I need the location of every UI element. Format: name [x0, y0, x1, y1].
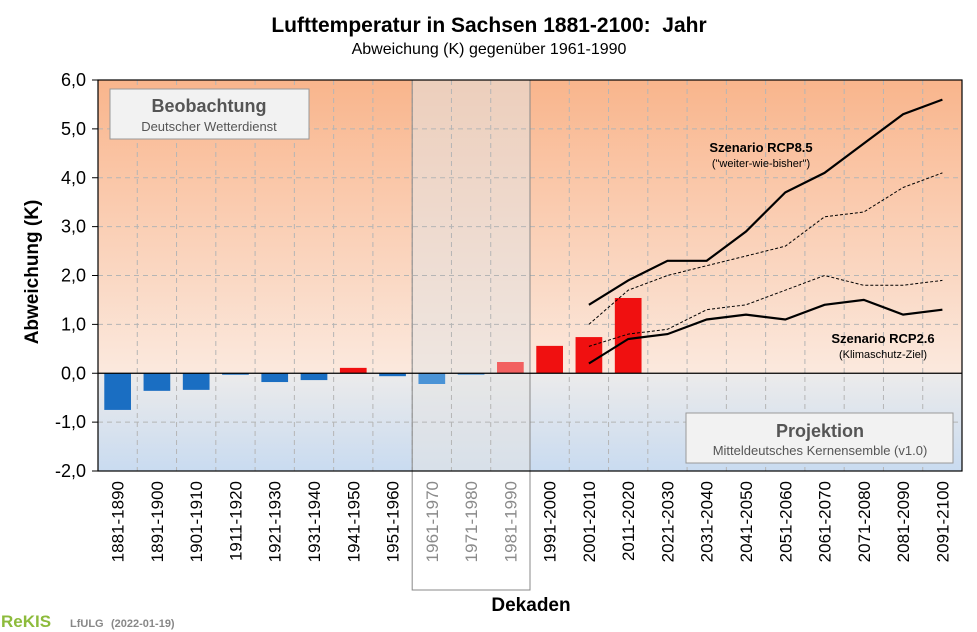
x-tick-label: 1921-1930: [266, 481, 285, 562]
y-tick-label: 5,0: [61, 119, 86, 139]
x-tick-label: 1901-1910: [187, 481, 206, 562]
footer-date: (2022-01-19): [111, 618, 175, 630]
x-tick-label: 1991-2000: [541, 481, 560, 562]
observation-bar: [379, 373, 406, 377]
x-tick-label: 2081-2090: [894, 481, 913, 562]
observation-bar: [418, 373, 446, 385]
x-axis-label: Dekaden: [491, 595, 570, 616]
x-tick-label: 1881-1890: [109, 481, 128, 562]
rekis-logo: ReKIS: [1, 612, 51, 631]
y-tick-label: -2,0: [55, 461, 86, 481]
y-tick-label: 6,0: [61, 70, 86, 90]
rcp85-label: Szenario RCP8.5: [709, 140, 812, 155]
x-tick-label: 2031-2040: [698, 481, 717, 562]
x-tick-label: 2061-2070: [816, 481, 835, 562]
y-tick-label: 4,0: [61, 168, 86, 188]
observation-bar: [497, 362, 524, 374]
projection-box: Projektion Mitteldeutsches Kernensemble …: [685, 412, 954, 464]
x-tick-label: 2041-2050: [737, 481, 756, 562]
observation-bar: [104, 373, 131, 410]
rcp26-sublabel: (Klimaschutz-Ziel): [839, 349, 927, 361]
observation-bar: [457, 373, 485, 375]
y-tick-label: 2,0: [61, 266, 86, 286]
observation-box-title: Beobachtung: [152, 96, 267, 116]
x-tick-label: 1971-1980: [462, 481, 481, 562]
y-axis-label: Abweichung (K): [22, 200, 43, 345]
chart-title: Lufttemperatur in Sachsen 1881-2100: Jah…: [271, 14, 706, 37]
observation-bar: [222, 373, 249, 375]
y-tick-label: 1,0: [61, 314, 86, 334]
x-tick-label: 2021-2030: [659, 481, 678, 562]
x-tick-label: 2091-2100: [933, 481, 952, 562]
observation-bar: [300, 373, 328, 381]
footer-org: LfULG: [70, 618, 104, 630]
observation-bar: [339, 367, 367, 374]
x-tick-label: 1891-1900: [148, 481, 167, 562]
observation-bars: [104, 297, 642, 410]
observation-bar: [261, 373, 289, 383]
chart-subtitle: Abweichung (K) gegenüber 1961-1990: [352, 41, 627, 58]
projection-box-title: Projektion: [776, 421, 864, 441]
projection-lines: [588, 98, 943, 365]
y-tick-label: -1,0: [55, 412, 86, 432]
rcp26-label: Szenario RCP2.6: [831, 331, 934, 346]
x-tick-label: 2071-2080: [855, 481, 874, 562]
x-tick-label: 2001-2010: [580, 481, 599, 562]
x-tick-label: 1981-1990: [501, 481, 520, 562]
y-tick-label: 0,0: [61, 363, 86, 383]
projection-box-source: Mitteldeutsches Kernensemble (v1.0): [713, 443, 928, 458]
x-tick-label: 2051-2060: [776, 481, 795, 562]
observation-box: Beobachtung Deutscher Wetterdienst: [109, 88, 310, 140]
observation-bar: [614, 297, 642, 374]
projection-line-0: [588, 98, 943, 306]
observation-bar: [575, 337, 603, 374]
observation-bar: [182, 373, 210, 390]
x-axis-ticks: 1881-1890 1891-1900 1901-1910 1911-1920 1921…: [109, 481, 953, 562]
projection-line-2: [588, 274, 943, 347]
x-tick-label: 1941-1950: [344, 481, 363, 562]
rcp85-sublabel: ("weiter-wie-bisher"): [712, 158, 810, 170]
x-tick-label: 2011-2020: [619, 481, 638, 561]
x-tick-label: 1951-1960: [384, 481, 403, 562]
y-axis-ticks: -2,0 -1,0 0,0 1,0 2,0 3,0 4,0 5,0 6,0: [55, 70, 98, 481]
x-tick-label: 1961-1970: [423, 481, 442, 562]
y-tick-label: 3,0: [61, 217, 86, 237]
projection-line-3: [588, 298, 943, 365]
observation-bar: [536, 345, 563, 374]
observation-box-source: Deutscher Wetterdienst: [141, 119, 277, 134]
x-tick-label: 1911-1920: [227, 481, 246, 561]
projection-line-1: [588, 172, 943, 325]
x-tick-label: 1931-1940: [305, 481, 324, 562]
observation-bar: [143, 373, 171, 391]
